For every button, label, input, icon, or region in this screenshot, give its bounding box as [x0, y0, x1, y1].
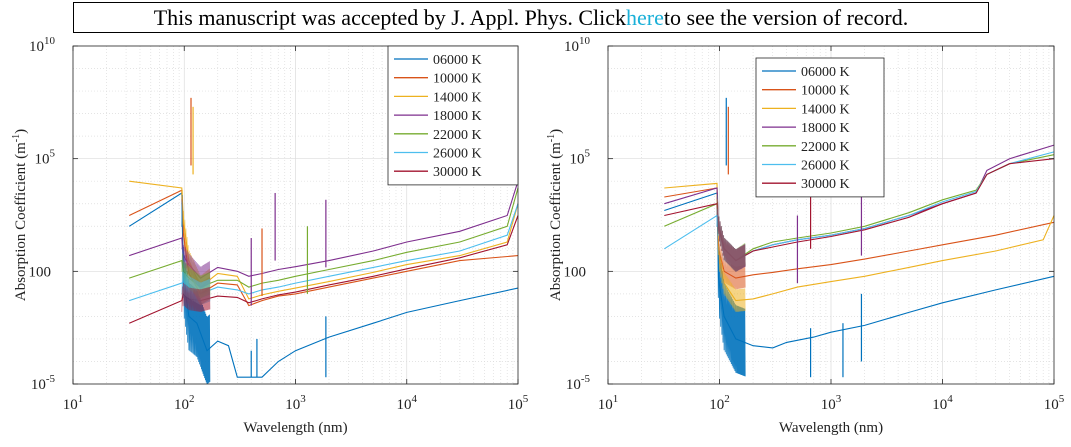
y-axis-label-exp: -1: [546, 134, 557, 142]
x-tick-label: 104: [932, 393, 953, 413]
legend-entry: 10000 K: [433, 72, 482, 87]
y-tick-label-suffix: 0: [579, 264, 587, 280]
x-tick-label-base: 10: [174, 397, 189, 413]
legend-entry: 22000 K: [801, 140, 850, 155]
x-tick-label-exp: 4: [412, 393, 418, 405]
spectral-spikes: [190, 97, 327, 378]
y-tick-label: 105: [570, 148, 591, 168]
y-tick-label: 105: [35, 148, 56, 168]
version-link[interactable]: here: [626, 4, 664, 30]
y-axis-label-tail: ): [548, 129, 564, 134]
uv-noise-1: [716, 194, 746, 377]
axis-ticks: [72, 45, 519, 385]
x-tick-label: 101: [63, 393, 84, 413]
y-axis-label: Absorption Coefficient (m-1): [546, 129, 564, 301]
banner-text-after: to see the version of record.: [663, 4, 909, 30]
axis-ticks: [607, 45, 1055, 385]
y-tick-label: 1010: [29, 35, 56, 55]
uv-band-noise: [181, 189, 211, 385]
x-tick-label-exp: 3: [300, 393, 306, 405]
uv-band-noise: [716, 192, 746, 377]
uv-noise-1: [181, 194, 211, 385]
y-tick-label-base: 10: [29, 39, 44, 55]
legend-entry: 30000 K: [801, 177, 850, 192]
legend-entry: 18000 K: [801, 121, 850, 136]
legend: 06000 K 10000 K 14000 K 18000 K 22000 K 26000…: [755, 57, 885, 198]
y-tick-label: 10-5: [31, 373, 56, 393]
spectral-spikes: [725, 97, 863, 378]
legend-entry: 26000 K: [433, 147, 482, 162]
y-tick-label: 100: [564, 264, 587, 280]
x-tick-label-exp: 5: [1059, 393, 1065, 405]
x-tick-label: 102: [709, 393, 730, 413]
y-axis-label-main: Absorption Coefficient (m: [548, 142, 564, 301]
y-tick-label-exp: 10: [579, 35, 591, 47]
x-tick-label: 104: [397, 393, 418, 413]
x-tick-label-base: 10: [932, 397, 947, 413]
legend-entry: 30000 K: [433, 165, 482, 180]
y-tick-label-exp: 5: [50, 148, 56, 160]
legend-entry: 10000 K: [801, 84, 850, 99]
x-tick-label: 102: [174, 393, 195, 413]
y-tick-label-base: 10: [566, 377, 581, 393]
x-tick-label-exp: 1: [613, 393, 619, 405]
x-tick-label-base: 10: [508, 397, 523, 413]
uv-noise-7: [181, 282, 211, 312]
legend-entry: 26000 K: [801, 159, 850, 174]
y-tick-label-base: 10: [564, 39, 579, 55]
x-tick-label-base: 10: [598, 397, 613, 413]
legend: 06000 K 10000 K 14000 K 18000 K 22000 K 26000…: [387, 45, 519, 186]
y-tick-label-exp: -5: [46, 373, 56, 385]
version-banner: This manuscript was accepted by J. Appl.…: [73, 2, 989, 33]
y-tick-label-base: 10: [570, 152, 585, 168]
x-tick-label-base: 10: [1044, 397, 1059, 413]
uv-noise-7: [716, 201, 746, 272]
y-tick-label-exp: -5: [581, 373, 591, 385]
y-axis-label: Absorption Coefficient (m-1): [11, 129, 29, 301]
chart-panel-1: 101 102 103 104 10510-51001051010Wavelength …: [11, 35, 529, 436]
x-tick-label-base: 10: [397, 397, 412, 413]
x-axis-label: Wavelength (nm): [243, 420, 347, 436]
y-tick-label-base: 10: [564, 264, 579, 280]
y-tick-label-exp: 10: [44, 35, 56, 47]
x-tick-label: 105: [1044, 393, 1065, 413]
x-tick-label: 105: [508, 393, 529, 413]
y-tick-label-suffix: 0: [44, 264, 52, 280]
legend-entry: 22000 K: [433, 128, 482, 143]
y-axis-label-main: Absorption Coefficient (m: [13, 142, 29, 301]
x-tick-label-base: 10: [63, 397, 78, 413]
chart-panel-2: 101 102 103 104 10510-51001051010Wavelength …: [546, 35, 1065, 436]
y-tick-label-base: 10: [35, 152, 50, 168]
legend-entry: 06000 K: [433, 53, 482, 68]
x-tick-label: 103: [285, 393, 306, 413]
x-tick-label-exp: 2: [189, 393, 195, 405]
x-tick-label: 101: [598, 393, 619, 413]
y-tick-label: 100: [29, 264, 52, 280]
x-tick-label-exp: 3: [836, 393, 842, 405]
legend-entry: 06000 K: [801, 65, 850, 80]
y-tick-label-exp: 5: [585, 148, 591, 160]
x-tick-label-exp: 2: [724, 393, 730, 405]
legend-entry: 14000 K: [433, 90, 482, 105]
y-axis-label-tail: ): [13, 129, 29, 134]
uv-noise-3: [716, 194, 746, 312]
x-axis-label: Wavelength (nm): [779, 420, 883, 436]
x-tick-label-base: 10: [709, 397, 724, 413]
legend-entry: 18000 K: [433, 109, 482, 124]
banner-text-before: This manuscript was accepted by J. Appl.…: [153, 4, 627, 30]
x-tick-label: 103: [821, 393, 842, 413]
x-tick-label-exp: 4: [947, 393, 953, 405]
x-tick-label-base: 10: [821, 397, 836, 413]
y-tick-label-base: 10: [31, 377, 46, 393]
y-axis-label-exp: -1: [11, 134, 22, 142]
y-tick-label-base: 10: [29, 264, 44, 280]
y-tick-label: 1010: [564, 35, 591, 55]
legend-entry: 14000 K: [801, 102, 850, 117]
y-tick-label: 10-5: [566, 373, 591, 393]
x-tick-label-exp: 5: [523, 393, 529, 405]
x-tick-label-base: 10: [285, 397, 300, 413]
x-tick-label-exp: 1: [78, 393, 84, 405]
